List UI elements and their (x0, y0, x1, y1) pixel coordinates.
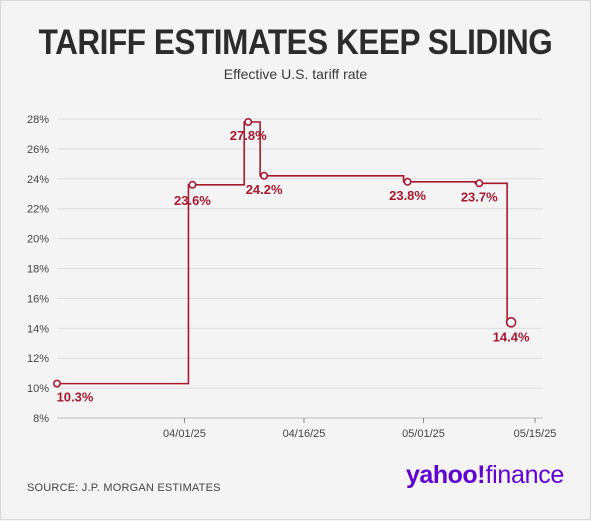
y-tick-label: 20% (27, 234, 49, 246)
y-tick-label: 26% (27, 144, 49, 156)
data-label: 27.8% (230, 128, 267, 143)
y-tick-label: 18% (27, 264, 49, 276)
x-tick-label: 05/15/25 (514, 428, 557, 440)
x-tick-label: 04/16/25 (283, 428, 326, 440)
data-points (52, 117, 517, 388)
step-line (57, 121, 512, 385)
data-labels: 10.3% 23.6% 27.8% 24.2% 23.8% 23.7% 14.4% (57, 128, 530, 405)
data-point (244, 117, 253, 126)
data-point (188, 180, 197, 189)
y-tick-label: 8% (33, 413, 49, 425)
yahoo-finance-logo: yahoo!finance (406, 461, 564, 489)
y-axis: 8% 10% 12% 14% 16% 18% 20% 22% 24% 26% 28% (27, 114, 49, 425)
y-tick-label: 14% (27, 323, 49, 335)
source-note: SOURCE: J.P. MORGAN ESTIMATES (27, 482, 221, 494)
y-tick-label: 22% (27, 204, 49, 216)
data-point (260, 171, 269, 180)
data-label: 10.3% (57, 390, 94, 405)
data-point (52, 379, 61, 388)
x-tick-label: 04/01/25 (163, 428, 206, 440)
data-label: 23.8% (389, 188, 426, 203)
data-label: 14.4% (493, 329, 530, 344)
chart-title: TARIFF ESTIMATES KEEP SLIDING (38, 23, 553, 62)
y-tick-label: 28% (27, 114, 49, 126)
data-label: 23.6% (174, 193, 211, 208)
chart-subtitle: Effective U.S. tariff rate (223, 66, 368, 82)
y-tick-label: 12% (27, 353, 49, 365)
x-tick-label: 05/01/25 (402, 428, 445, 440)
data-point (403, 177, 412, 186)
y-tick-label: 16% (27, 293, 49, 305)
gridlines (57, 118, 543, 419)
data-label: 23.7% (461, 189, 498, 204)
data-point (505, 317, 517, 328)
data-label: 24.2% (246, 182, 283, 197)
series-line (57, 121, 512, 385)
y-tick-label: 24% (27, 174, 49, 186)
x-axis: 04/01/25 04/16/25 05/01/25 05/15/25 (57, 417, 557, 440)
data-point (475, 179, 484, 188)
y-tick-label: 10% (27, 383, 49, 395)
